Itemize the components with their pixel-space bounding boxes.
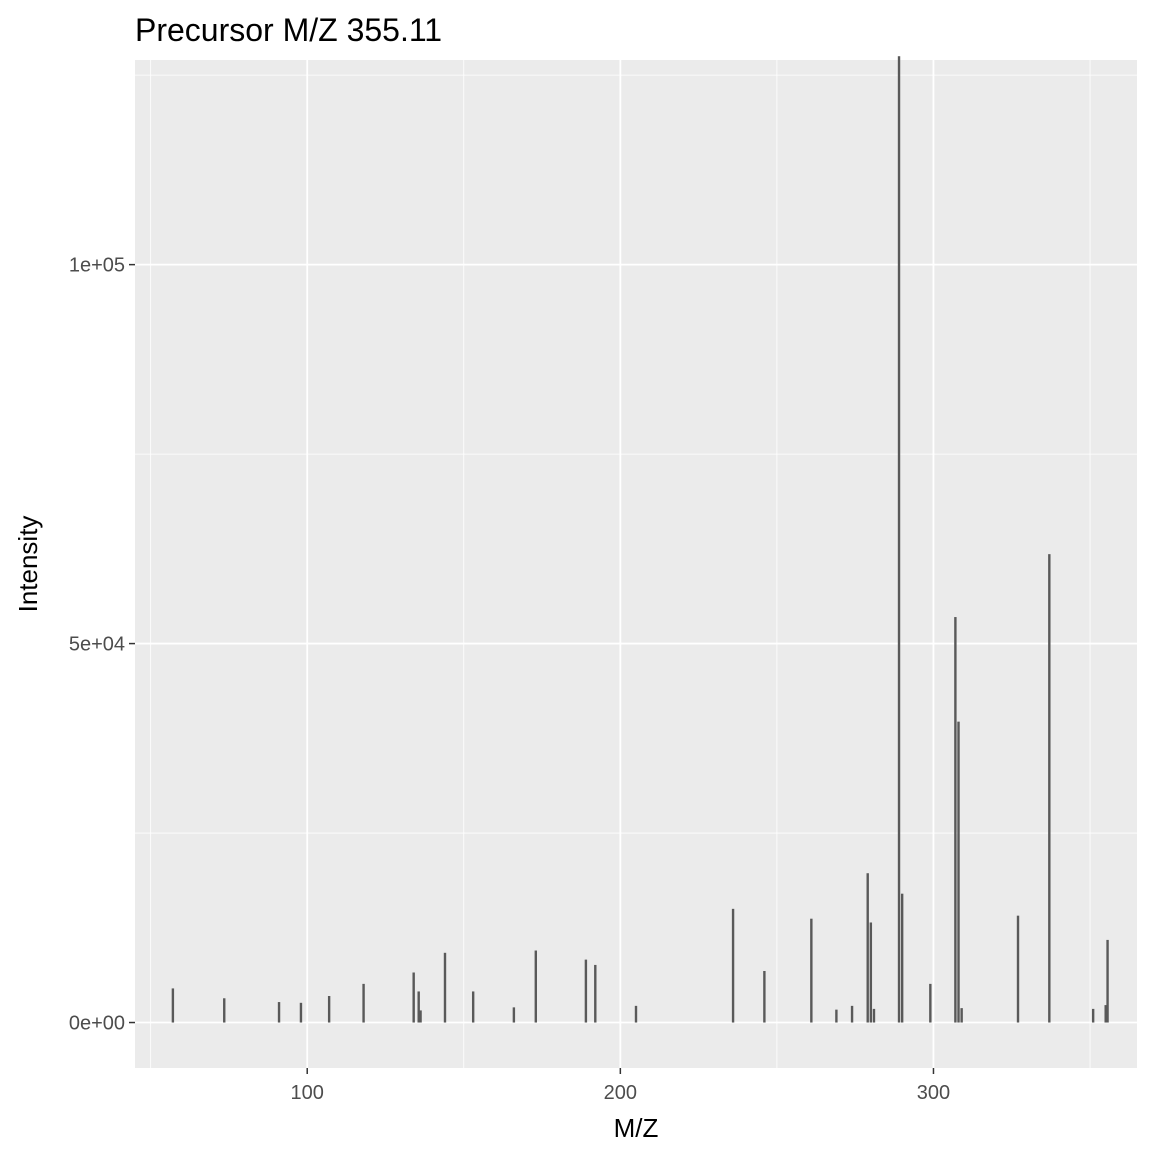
x-tick-label: 200: [604, 1082, 637, 1104]
x-tick-label: 300: [917, 1082, 950, 1104]
y-tick-label: 1e+05: [69, 255, 125, 277]
peak-bar: [594, 964, 597, 1023]
peak-bar: [957, 721, 960, 1023]
peak-bar: [171, 988, 175, 1023]
peak-bar: [872, 1008, 876, 1023]
peak-bar: [929, 983, 932, 1023]
peak-bar: [1106, 939, 1109, 1023]
peak-bar: [731, 908, 735, 1023]
y-tick-label: 5e+04: [69, 634, 125, 656]
peak-bar: [417, 991, 420, 1023]
minor-gridlines: [135, 60, 1137, 1068]
tick-labels: 100 200 300 0e+00 5e+04 1e+05: [69, 255, 950, 1104]
axis-ticks: [129, 263, 935, 1074]
peak-bar: [1016, 915, 1020, 1023]
peak-bar: [634, 1005, 638, 1023]
peak-bar: [810, 918, 813, 1023]
peak-bar: [1104, 1005, 1107, 1023]
peak-bar: [900, 893, 904, 1023]
x-axis-title: M/Z: [614, 1113, 659, 1143]
plot-panel: [135, 60, 1137, 1068]
peak-bar: [419, 1010, 422, 1023]
peak-bar: [223, 998, 226, 1023]
peak-bar: [471, 991, 475, 1023]
peak-bar: [835, 1009, 838, 1023]
peak-bar: [412, 972, 415, 1023]
peak-bars: [171, 56, 1109, 1023]
peak-bar: [763, 970, 766, 1023]
peak-bar: [850, 1005, 854, 1023]
peak-bar: [866, 873, 869, 1023]
peak-bar: [954, 617, 957, 1023]
peak-bar: [534, 950, 537, 1023]
peak-bar: [443, 952, 447, 1023]
peak-bar: [869, 922, 873, 1023]
peak-bar: [897, 56, 901, 1023]
peak-bar: [277, 1002, 281, 1023]
peak-bar: [1048, 554, 1051, 1023]
peak-bar: [584, 959, 588, 1023]
peak-bar: [362, 983, 365, 1023]
peak-bar: [299, 1002, 303, 1023]
x-tick-label: 100: [291, 1082, 324, 1104]
y-axis-title: Intensity: [13, 516, 43, 613]
peak-bar: [327, 996, 331, 1023]
y-tick-label: 0e+00: [69, 1013, 125, 1035]
peak-bar: [960, 1008, 963, 1023]
peak-bar: [1091, 1008, 1095, 1023]
chart-title: Precursor M/Z 355.11: [135, 12, 442, 48]
peak-bar: [512, 1007, 516, 1023]
